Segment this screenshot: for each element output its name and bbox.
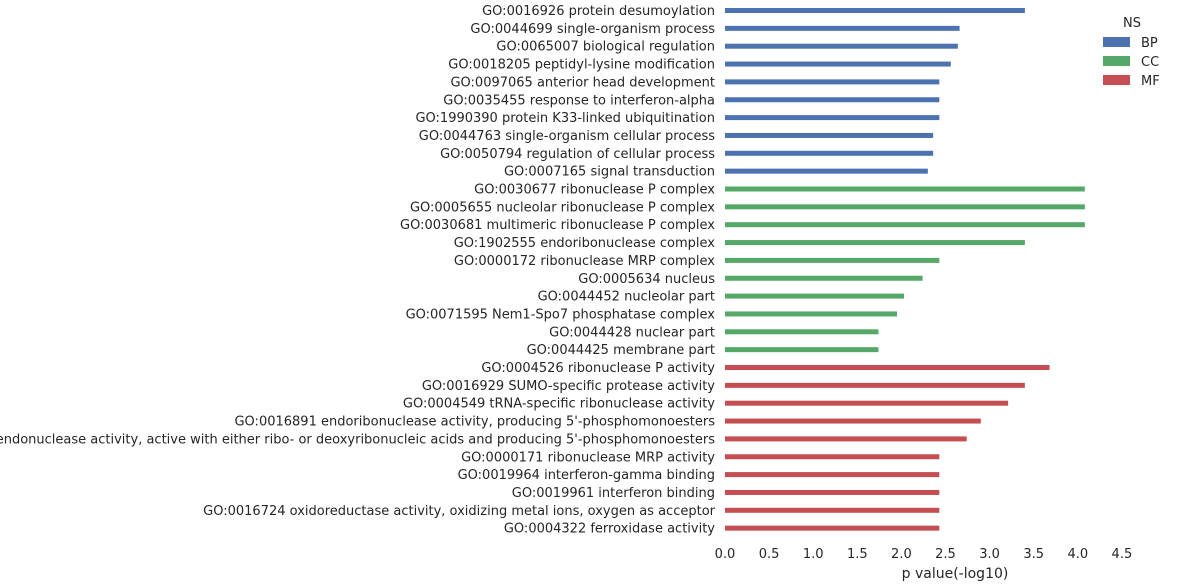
category-label: GO:0097065 anterior head development [450,75,715,90]
bar-mf [725,382,1025,388]
bar-mf [725,489,940,495]
x-tick-label: 3.5 [1023,547,1044,562]
category-label: GO:0019964 interferon-gamma binding [458,468,715,483]
bar-bp [725,150,934,156]
category-label: GO:0044452 nucleolar part [538,290,715,305]
bar-bp [725,8,1025,13]
category-label: GO:0044425 membrane part [527,343,715,358]
category-label: GO:0044428 nuclear part [549,325,715,340]
category-label: GO:0035455 response to interferon-alpha [443,93,715,108]
x-tick-label: 4.0 [1067,547,1088,562]
bar-bp [725,25,960,31]
bar-mf [725,472,940,478]
category-label: GO:0005655 nucleolar ribonuclease P comp… [410,200,715,215]
category-label: GO:0019961 interferon binding [512,486,715,501]
bar-mf [725,454,940,460]
bar-mf [725,525,940,531]
bar-bp [725,43,958,49]
category-label: GO:0044699 single-organism process [470,22,715,37]
bar-mf [725,436,967,442]
bar-bp [725,168,928,174]
x-axis-title: p value(-log10) [902,566,1009,582]
category-label: GO:0030681 multimeric ribonuclease P com… [400,218,715,233]
bar-cc [725,275,923,281]
category-label: GO:0030677 ribonuclease P complex [474,183,715,198]
category-label: GO:0065007 biological regulation [496,40,715,55]
bar-bp [725,61,951,67]
category-label: GO:0050794 regulation of cellular proces… [440,147,715,162]
legend-swatch-cc [1103,56,1130,66]
category-label: GO:0005634 nucleus [578,272,715,287]
category-label: GO:1990390 protein K33-linked ubiquitina… [415,111,715,126]
x-tick-label: 2.0 [891,547,912,562]
x-tick-label: 0.0 [715,547,736,562]
x-tick-label: 2.5 [935,547,956,562]
bar-mf [725,418,981,424]
x-axis: 0.0 0.5 1.0 1.5 2.0 2.5 3.0 3.5 4.0 4.5 [715,547,1133,562]
category-label: GO:0016926 protein desumoylation [482,4,715,19]
bar-cc [725,329,879,335]
category-label: GO:0016893 endonuclease activity, active… [0,432,715,447]
bar-mf [725,400,1009,406]
category-label: GO:0004322 ferroxidase activity [504,522,715,537]
bar-cc [725,204,1085,210]
category-label: GO:0071595 Nem1-Spo7 phosphatase complex [406,307,716,322]
category-label: GO:0000171 ribonuclease MRP activity [461,450,715,465]
bar-bp [725,79,940,85]
bar-cc [725,240,1025,246]
bar-cc [725,293,905,299]
bar-bp [725,97,940,103]
legend-label-mf: MF [1141,74,1160,89]
category-label: GO:0004526 ribonuclease P activity [481,361,715,376]
category-label: GO:0018205 peptidyl-lysine modification [448,58,715,73]
bar-cc [725,257,940,263]
legend-label-cc: CC [1141,55,1159,70]
legend: NS BP CC MF [1103,16,1160,89]
bar-bp [725,132,934,138]
x-tick-label: 1.0 [803,547,824,562]
bar-mf [725,507,940,513]
bars-layer [725,8,1085,531]
category-label: GO:0016891 endoribonuclease activity, pr… [234,415,715,430]
bar-bp [725,115,940,121]
x-tick-label: 0.5 [759,547,780,562]
legend-swatch-mf [1103,75,1130,85]
bar-mf [725,365,1050,370]
x-tick-label: 4.5 [1112,547,1133,562]
bar-cc [725,222,1085,228]
legend-label-bp: BP [1141,36,1158,51]
bar-cc [725,186,1085,192]
category-label: GO:0016929 SUMO-specific protease activi… [422,379,715,394]
bar-cc [725,311,897,317]
legend-swatch-bp [1103,37,1130,47]
category-label: GO:0004549 tRNA-specific ribonuclease ac… [403,397,715,412]
category-label: GO:1902555 endoribonuclease complex [454,236,716,251]
x-tick-label: 3.0 [979,547,1000,562]
category-label: GO:0044763 single-organism cellular proc… [419,129,715,144]
category-label: GO:0007165 signal transduction [504,165,715,180]
category-label: GO:0000172 ribonuclease MRP complex [454,254,715,269]
category-label: GO:0016724 oxidoreductase activity, oxid… [203,504,715,519]
category-labels: GO:0016926 protein desumoylation GO:00446… [0,4,716,537]
x-tick-label: 1.5 [847,547,868,562]
bar-cc [725,347,879,353]
legend-title: NS [1123,16,1141,31]
